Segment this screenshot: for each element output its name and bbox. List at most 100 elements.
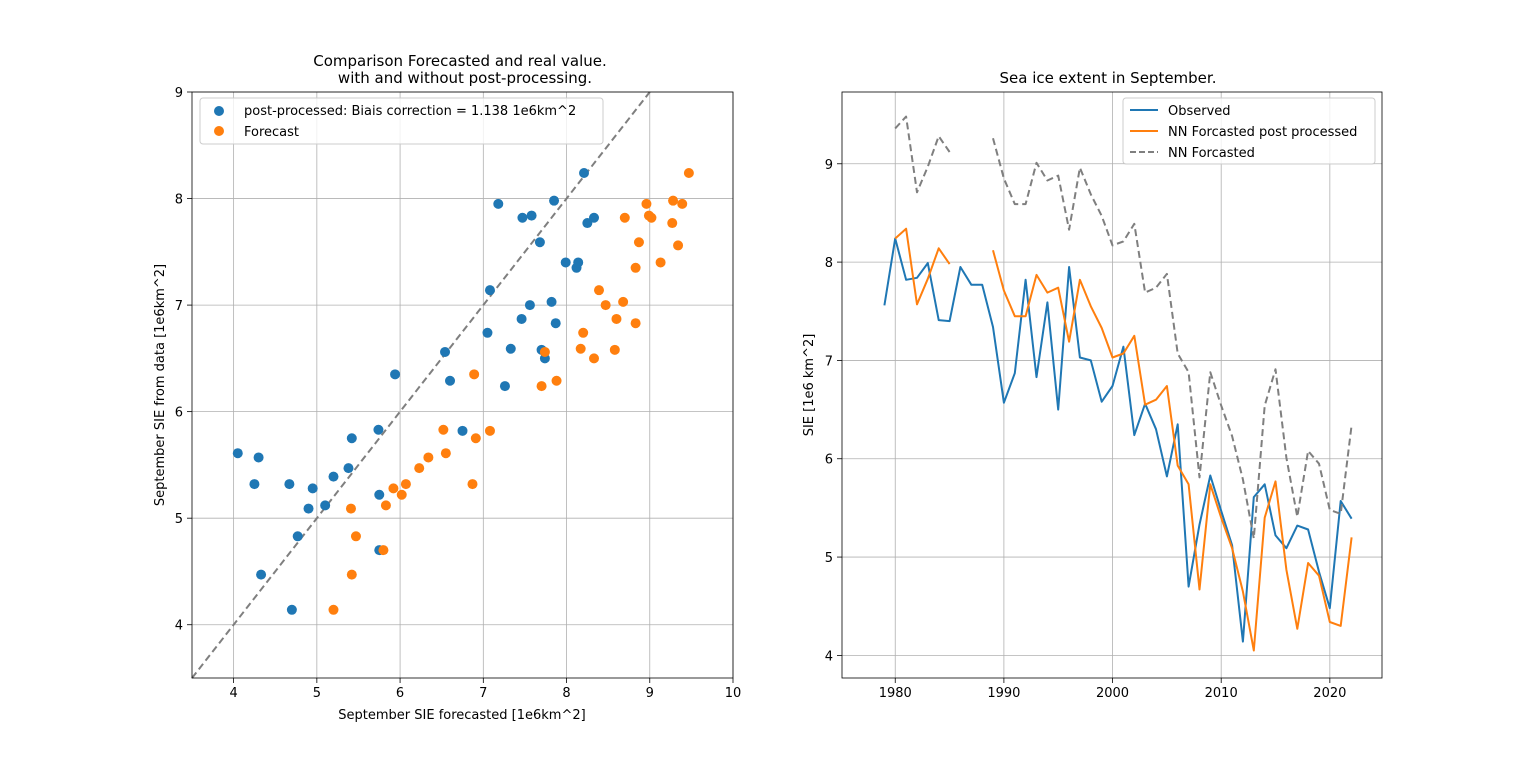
chart1-point-forecast <box>328 604 339 615</box>
chart1-points <box>232 167 694 615</box>
chart1-point-forecast <box>677 198 688 209</box>
chart1-point-postprocessed <box>516 313 527 324</box>
chart1-point-postprocessed <box>546 296 557 307</box>
chart1-point-forecast <box>655 257 666 268</box>
chart1-point-postprocessed <box>579 167 590 178</box>
chart1-x-tick-label: 5 <box>313 686 321 701</box>
chart1-y-tick-label: 8 <box>175 193 183 208</box>
chart2-series-nn-postprocessed <box>894 227 951 306</box>
chart1-point-postprocessed <box>253 452 264 463</box>
chart1-point-forecast <box>630 262 641 273</box>
chart1-title-line1: Comparison Forecasted and real value. <box>313 52 607 70</box>
chart2-y-tick-label: 5 <box>825 551 833 566</box>
chart1-point-postprocessed <box>505 343 516 354</box>
chart1-legend-marker-forecast <box>214 126 224 136</box>
chart2-y-axis-label: SIE [1e6 km^2] <box>802 334 817 437</box>
chart1-legend: post-processed: Biais correction = 1.138… <box>199 97 604 145</box>
chart1-y-axis-label: September SIE from data [1e6km^2] <box>153 264 168 506</box>
chart1-point-forecast <box>667 218 678 229</box>
chart1-point-forecast <box>438 424 449 435</box>
chart1-point-forecast <box>683 167 694 178</box>
chart2-y-tick-label: 6 <box>825 453 833 468</box>
chart2-title: Sea ice extent in September. <box>1000 69 1217 87</box>
chart1-point-postprocessed <box>517 212 528 223</box>
chart1-point-forecast <box>350 531 361 542</box>
chart1-point-forecast <box>593 285 604 296</box>
chart1-point-forecast <box>469 369 480 380</box>
chart1-x-tick-label: 9 <box>646 686 654 701</box>
chart1-point-forecast <box>575 343 586 354</box>
chart1-x-tick-label: 10 <box>725 686 742 701</box>
chart2-legend-label-observed: Observed <box>1168 104 1231 119</box>
chart1-point-postprocessed <box>526 210 537 221</box>
chart1-point-forecast <box>578 327 589 338</box>
chart1-point-forecast <box>668 195 679 206</box>
chart1-point-forecast <box>378 545 389 556</box>
chart1-point-postprocessed <box>549 195 560 206</box>
chart2-plot-frame <box>841 91 1383 679</box>
chart1-point-forecast <box>539 346 550 357</box>
chart1-point-postprocessed <box>589 212 600 223</box>
chart2-y-tick-label: 4 <box>825 649 833 664</box>
chart1-y-tick-label: 4 <box>175 619 183 634</box>
chart1-point-forecast <box>536 381 547 392</box>
chart1-point-forecast <box>484 425 495 436</box>
chart1-point-postprocessed <box>390 369 401 380</box>
chart2-series-observed <box>883 237 1353 643</box>
chart1-legend-box <box>199 97 604 145</box>
chart1-point-postprocessed <box>482 327 493 338</box>
chart1-point-postprocessed <box>249 479 260 490</box>
chart1-point-forecast <box>346 569 357 580</box>
chart1-x-tick-label: 4 <box>229 686 237 701</box>
chart2-series-nn-postprocessed <box>992 250 1353 652</box>
chart2-legend: Observed NN Forcasted post processed NN … <box>1122 97 1376 165</box>
chart1-point-forecast <box>345 503 356 514</box>
chart1-y-tick-label: 6 <box>175 406 183 421</box>
chart1-point-postprocessed <box>328 471 339 482</box>
chart1-point-postprocessed <box>307 483 318 494</box>
chart1-point-forecast <box>467 479 478 490</box>
chart1-point-postprocessed <box>573 257 584 268</box>
chart2-y-tick-label: 9 <box>825 158 833 173</box>
chart1-point-postprocessed <box>232 448 243 459</box>
chart2-legend-label-nn-forecasted: NN Forcasted <box>1168 146 1255 161</box>
chart1-identity-line <box>191 91 651 679</box>
chart1-point-postprocessed <box>440 346 451 357</box>
chart1-plot-frame <box>191 91 734 679</box>
chart1-point-postprocessed <box>256 569 267 580</box>
line-chart: Sea ice extent in September. 1980 1990 200… <box>802 69 1383 701</box>
chart1-point-postprocessed <box>493 198 504 209</box>
chart2-x-tick-label: 1990 <box>987 686 1020 701</box>
chart1-point-forecast <box>470 433 481 444</box>
chart1-point-forecast <box>589 353 600 364</box>
chart1-point-postprocessed <box>320 500 331 511</box>
chart2-legend-box <box>1122 97 1376 165</box>
chart1-y-tick-label: 9 <box>175 86 183 101</box>
chart1-point-forecast <box>618 296 629 307</box>
chart1-point-postprocessed <box>484 285 495 296</box>
chart1-point-postprocessed <box>550 318 561 329</box>
chart2-gridlines <box>842 92 1382 678</box>
chart2-x-tick-label: 2000 <box>1096 686 1129 701</box>
chart1-point-postprocessed <box>582 218 593 229</box>
chart1-point-forecast <box>633 237 644 248</box>
chart1-ticks: 4 5 6 7 8 9 10 4 5 6 7 8 9 <box>175 86 742 701</box>
chart1-point-postprocessed <box>343 463 354 474</box>
chart2-series-nn-forecasted <box>992 137 1353 540</box>
chart1-point-forecast <box>551 375 562 386</box>
chart1-legend-marker-postprocessed <box>214 106 224 116</box>
chart1-point-forecast <box>388 483 399 494</box>
chart2-y-tick-label: 7 <box>825 354 833 369</box>
scatter-chart: Comparison Forecasted and real value. wi… <box>153 52 741 723</box>
chart1-point-postprocessed <box>292 531 303 542</box>
chart1-point-postprocessed <box>524 300 535 311</box>
chart1-gridlines <box>192 91 734 678</box>
chart1-point-forecast <box>609 344 620 355</box>
chart1-point-postprocessed <box>303 503 314 514</box>
chart1-point-postprocessed <box>445 375 456 386</box>
chart1-point-postprocessed <box>534 237 545 248</box>
chart1-point-forecast <box>396 489 407 500</box>
chart1-point-postprocessed <box>499 381 510 392</box>
chart1-x-tick-label: 6 <box>396 686 404 701</box>
chart1-point-forecast <box>630 318 641 329</box>
